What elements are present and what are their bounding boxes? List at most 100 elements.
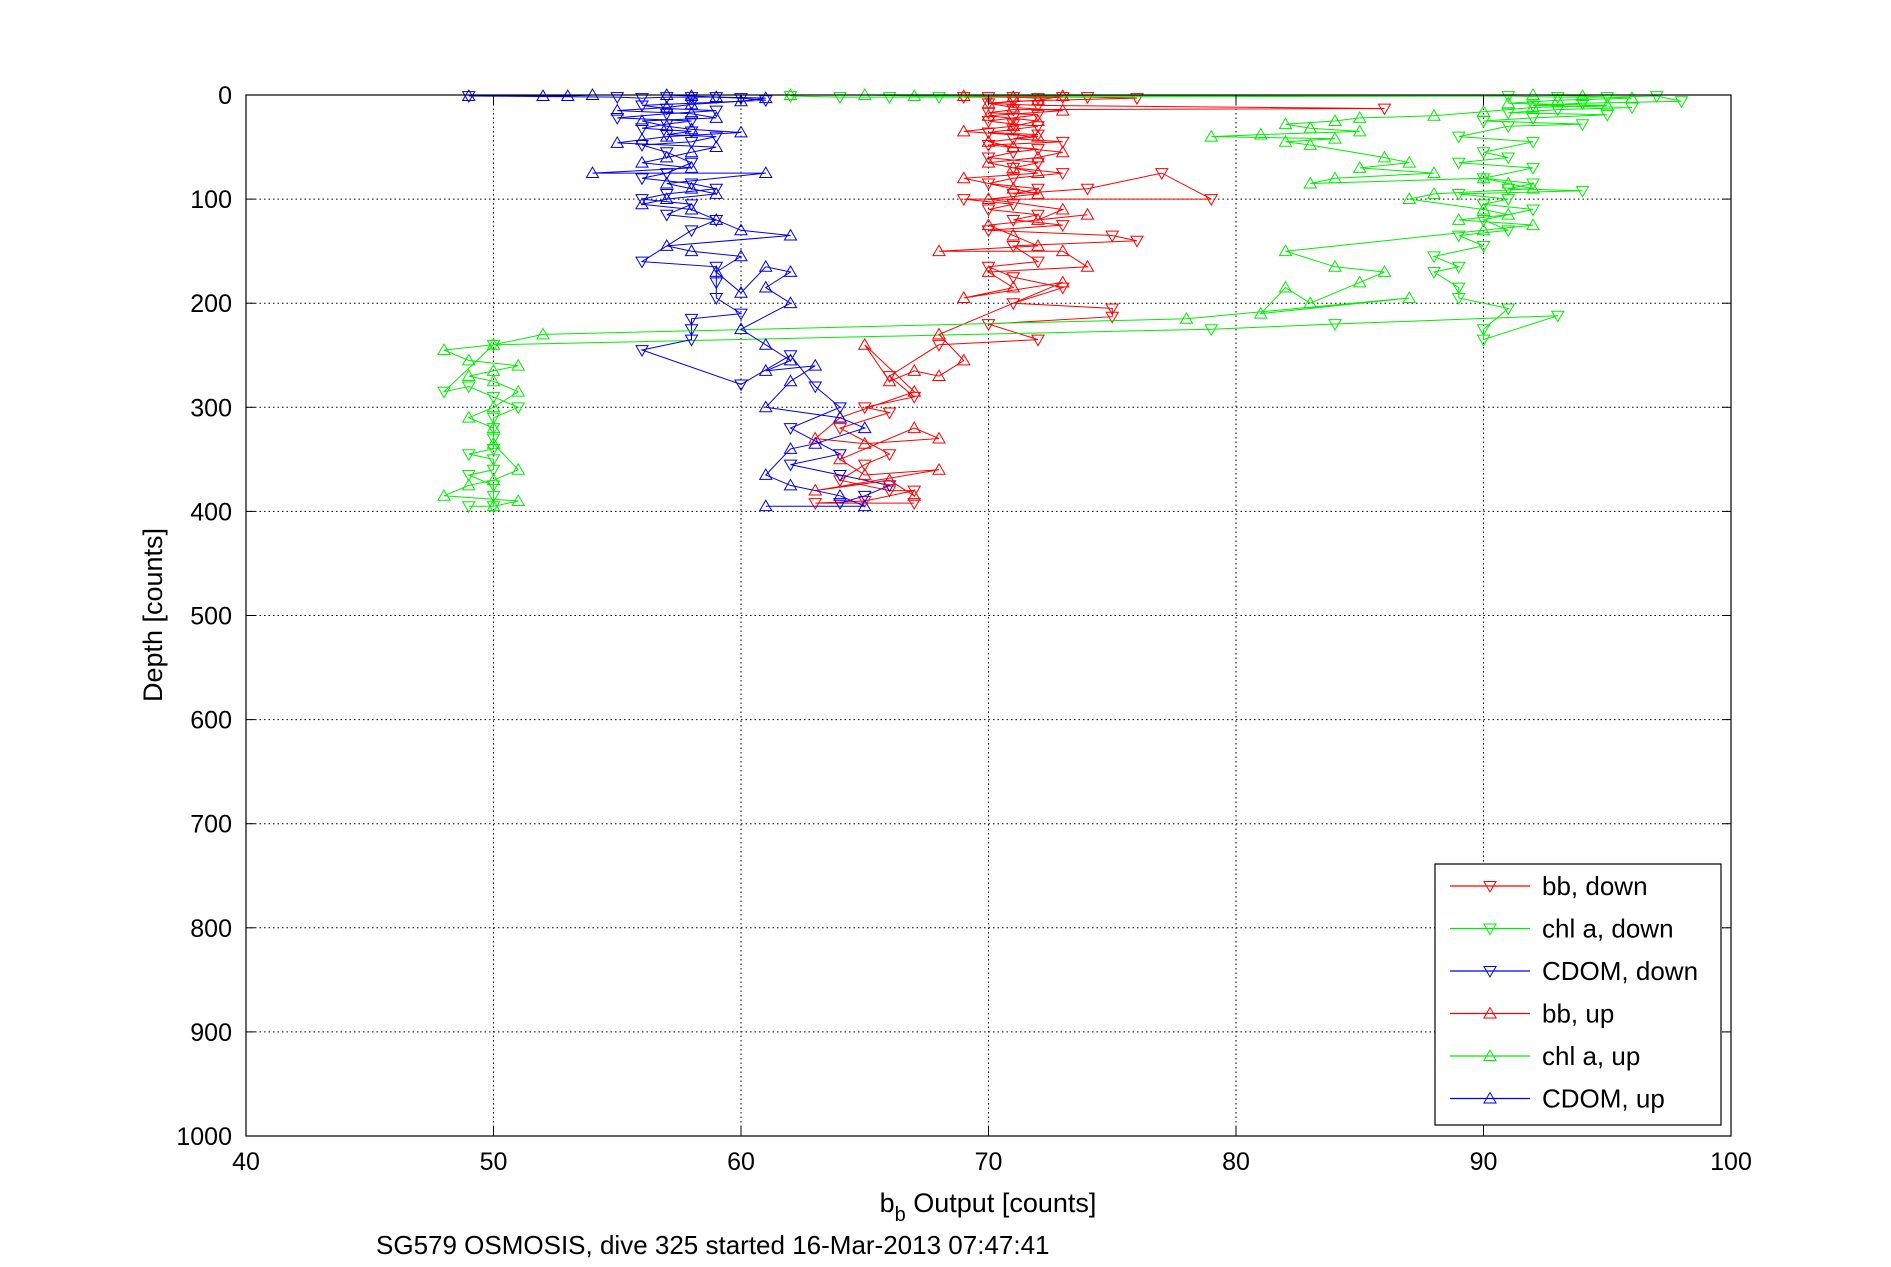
legend-marker-chl-a-up (1483, 1049, 1497, 1061)
y-tick-label: 400 (190, 498, 232, 526)
data-point-chl-a-up (1526, 218, 1540, 231)
data-point-cdom-down (709, 131, 724, 144)
y-tick-label: 1000 (176, 1123, 232, 1151)
data-point-bb-down (1006, 104, 1021, 117)
data-point-chl-a-up (1402, 291, 1417, 303)
data-point-bb-up (956, 124, 971, 137)
data-point-bb-down (1204, 194, 1219, 207)
data-point-chl-a-down (833, 92, 847, 105)
data-point-bb-up (1055, 145, 1070, 158)
data-point-bb-down (981, 319, 996, 331)
data-point-chl-a-up (1377, 150, 1392, 163)
data-point-bb-up (956, 171, 971, 184)
data-point-cdom-up (758, 400, 773, 413)
data-point-bb-up (1031, 150, 1045, 163)
series-line-cdom-down (468, 95, 892, 504)
data-point-cdom-up (659, 100, 674, 113)
x-tick-label: 80 (1222, 1148, 1250, 1176)
data-point-bb-down (907, 391, 922, 404)
data-point-chl-a-up (1476, 202, 1491, 215)
data-point-chl-a-up (1253, 127, 1268, 140)
series-line-bb-up (814, 95, 1090, 497)
data-point-cdom-up (709, 212, 724, 225)
data-point-chl-a-up (1328, 114, 1342, 126)
data-point-cdom-down (709, 92, 724, 105)
data-point-chl-a-up (1476, 104, 1491, 117)
data-point-chl-a-down (1600, 92, 1615, 105)
data-point-chl-a-up (486, 436, 501, 449)
data-point-chl-a-down (437, 386, 451, 399)
data-point-bb-down (1006, 147, 1021, 160)
data-point-chl-a-up (437, 488, 451, 501)
data-point-bb-down (1031, 209, 1045, 222)
data-point-chl-a-up (1625, 91, 1639, 104)
data-point-chl-a-down (1575, 98, 1590, 111)
data-point-bb-down (1006, 124, 1021, 137)
data-point-chl-a-up (1402, 155, 1417, 168)
data-point-chl-a-down (1328, 319, 1342, 331)
data-point-bb-down (833, 475, 847, 488)
data-point-cdom-down (659, 188, 674, 201)
data-point-cdom-up (833, 488, 847, 501)
series-layer (437, 88, 1689, 514)
data-point-chl-a-down (1451, 282, 1466, 295)
data-point-chl-a-down (486, 423, 501, 436)
data-point-bb-down (1055, 282, 1070, 295)
x-axis-label-main: b (880, 1188, 895, 1218)
data-point-cdom-up (783, 296, 798, 309)
data-point-bb-down (1006, 214, 1021, 227)
data-point-cdom-down (684, 92, 699, 105)
series-5 (461, 88, 872, 512)
data-point-cdom-up (635, 132, 649, 145)
data-point-bb-up (1006, 100, 1021, 113)
series-line-cdom-up (468, 94, 867, 507)
data-point-cdom-down (783, 459, 798, 472)
data-point-cdom-down (833, 498, 847, 511)
data-point-bb-up (882, 473, 897, 486)
data-point-bb-up (833, 452, 847, 465)
data-point-cdom-up (659, 239, 674, 251)
data-point-bb-down (956, 92, 971, 105)
data-point-chl-a-down (1476, 214, 1491, 227)
data-point-chl-a-down (486, 412, 501, 425)
y-tick-label: 800 (190, 915, 232, 943)
data-point-cdom-up (585, 166, 600, 179)
data-point-chl-a-down (1476, 324, 1491, 337)
data-point-bb-up (907, 488, 922, 501)
data-point-cdom-up (758, 468, 773, 480)
data-point-bb-up (956, 291, 971, 303)
data-point-chl-a-down (1501, 91, 1516, 103)
data-point-bb-up (857, 468, 872, 480)
data-point-bb-down (1154, 168, 1169, 181)
data-point-chl-a-up (486, 499, 501, 512)
data-point-chl-a-down (1649, 91, 1664, 103)
data-point-bb-up (1006, 228, 1021, 241)
data-point-cdom-down (684, 313, 699, 326)
data-point-chl-a-down (1476, 240, 1491, 253)
legend-marker-bb-up (1483, 1006, 1497, 1019)
data-point-chl-a-up (1303, 138, 1318, 150)
y-tick-label: 900 (190, 1019, 232, 1047)
legend: bb, down chl a, down CDOM, down bb, up chl a… (1434, 863, 1722, 1126)
data-point-cdom-up (808, 436, 823, 449)
data-point-bb-down (1006, 199, 1021, 212)
data-point-chl-a-down (1526, 162, 1540, 175)
data-point-chl-a-up (1526, 181, 1540, 194)
data-point-bb-down (1031, 256, 1045, 269)
data-point-bb-up (1031, 129, 1045, 142)
data-point-chl-a-up (857, 88, 872, 100)
data-point-cdom-down (610, 112, 625, 125)
data-point-chl-a-down (1427, 251, 1441, 264)
legend-label-cdom-up: CDOM, up (1542, 1084, 1665, 1114)
data-point-cdom-up (758, 166, 773, 179)
data-point-bb-up (857, 337, 872, 350)
data-point-cdom-down (635, 100, 649, 113)
data-point-bb-up (1055, 103, 1070, 116)
data-point-chl-a-down (461, 470, 476, 482)
data-point-chl-a-up (1352, 160, 1367, 173)
y-axis-label: Depth [counts] (138, 528, 168, 702)
data-point-chl-a-down (1501, 225, 1516, 238)
data-point-chl-a-up (486, 337, 501, 350)
data-point-cdom-up (783, 442, 798, 454)
